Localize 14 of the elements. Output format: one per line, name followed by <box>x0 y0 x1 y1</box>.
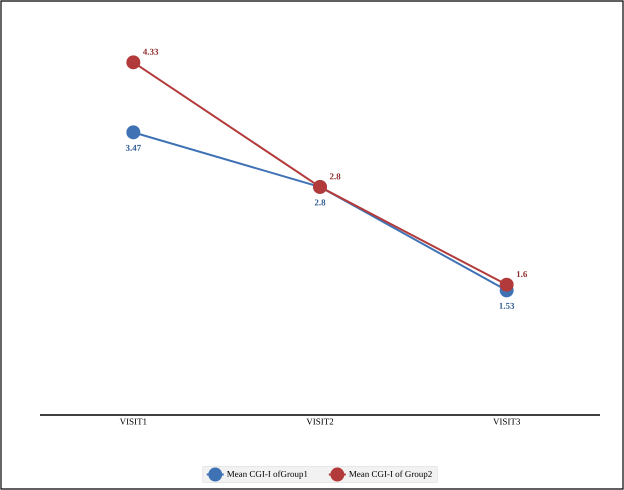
data-label: 1.6 <box>516 271 528 278</box>
x-tick-label: VISIT3 <box>493 418 520 425</box>
point <box>126 125 140 140</box>
x-tick-label: VISIT1 <box>120 418 146 425</box>
data-label: 4.33 <box>142 48 158 55</box>
data-label: 1.53 <box>500 302 514 309</box>
point <box>500 278 514 292</box>
data-label: 3.47 <box>126 144 141 151</box>
x-tick-label: VISIT2 <box>306 418 334 425</box>
point <box>126 55 140 70</box>
legend-label: Mean CGI-I ofGroup1 <box>227 470 308 479</box>
data-label: 2.8 <box>330 173 340 180</box>
legend-label: Mean CGI-I of Group2 <box>349 470 432 479</box>
data-label: 2.8 <box>314 199 326 206</box>
